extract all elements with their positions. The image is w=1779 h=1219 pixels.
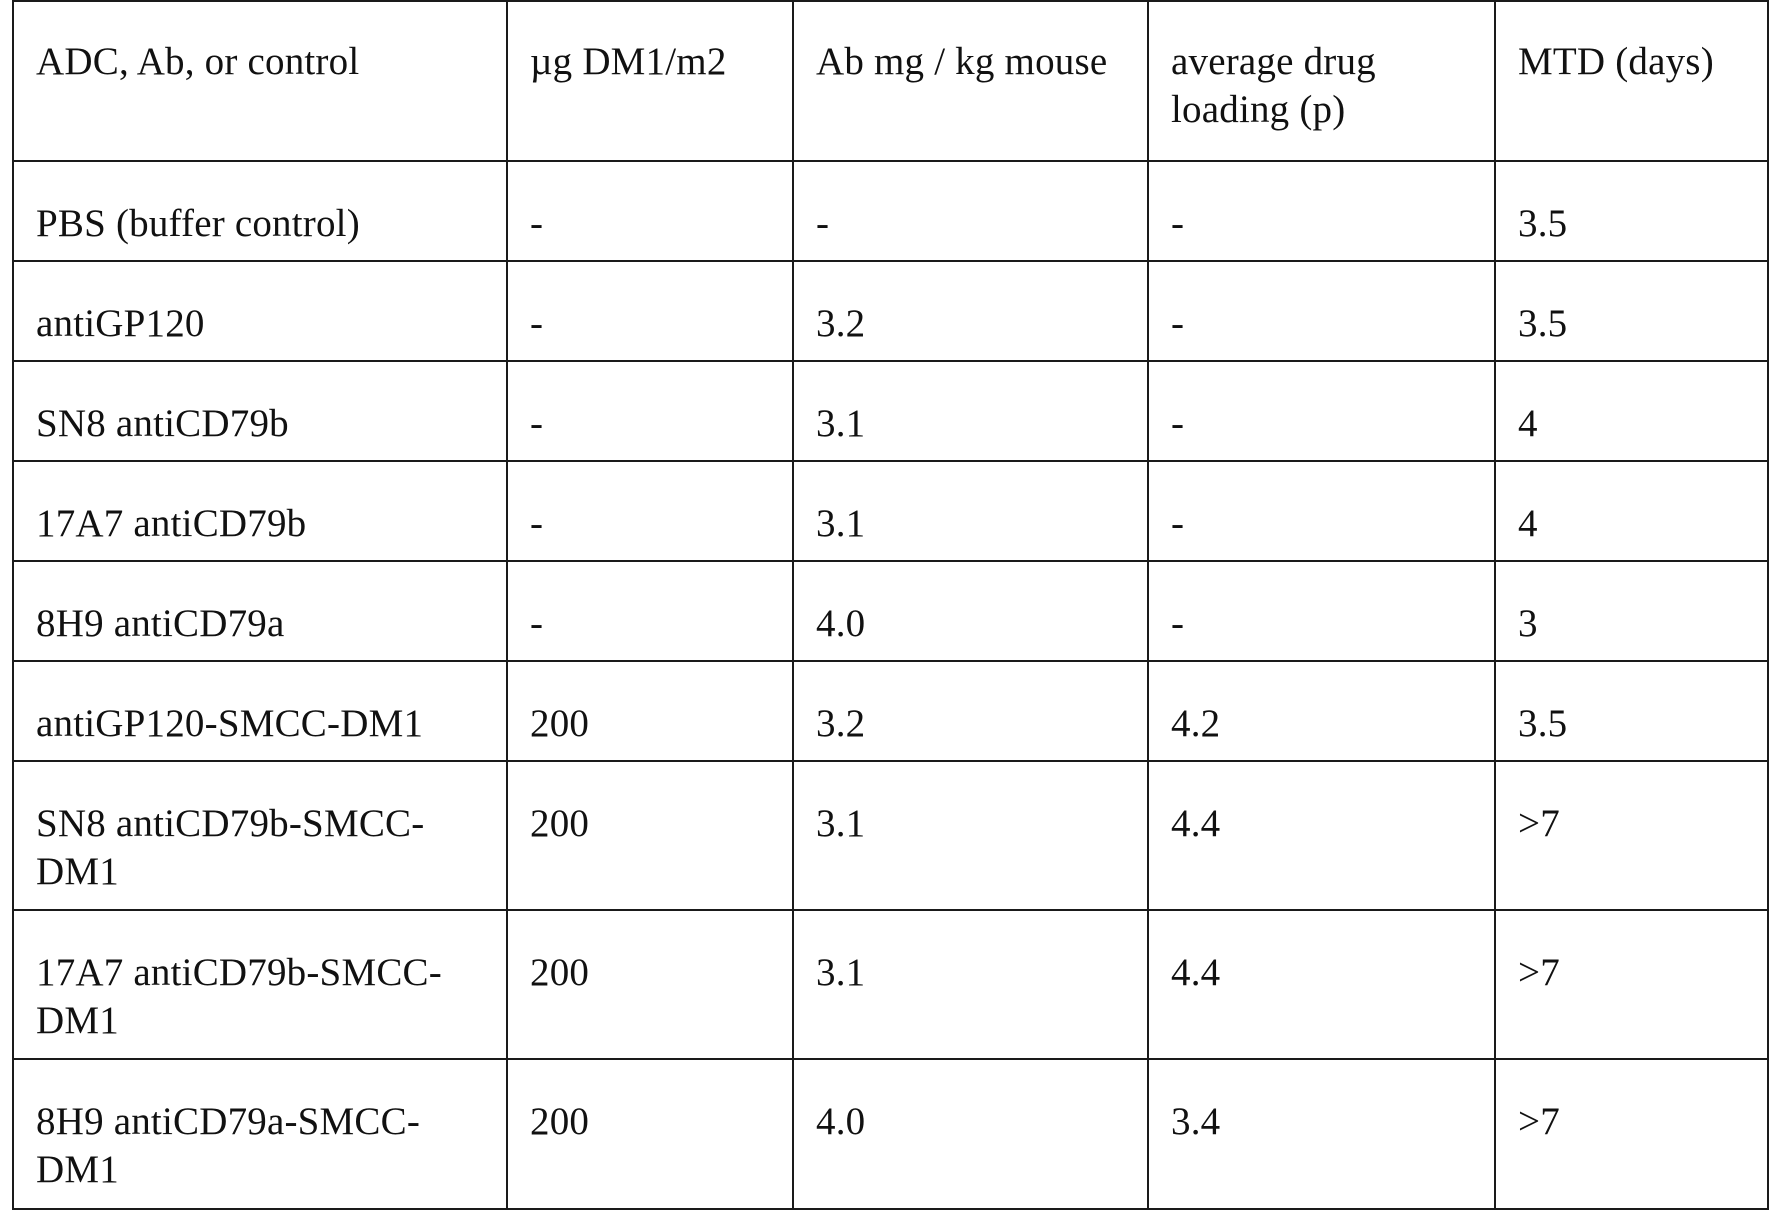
table-cell: PBS (buffer control): [13, 161, 507, 261]
table-row: 8H9 antiCD79a-SMCC-DM1 200 4.0 3.4 >7: [13, 1059, 1768, 1209]
table-row: antiGP120-SMCC-DM1 200 3.2 4.2 3.5: [13, 661, 1768, 761]
table-row: SN8 antiCD79b - 3.1 - 4: [13, 361, 1768, 461]
table-cell: 3.4: [1148, 1059, 1495, 1209]
table-header-row: ADC, Ab, or control µg DM1/m2 Ab mg / kg…: [13, 1, 1768, 161]
header-cell-ab-dose: Ab mg / kg mouse: [793, 1, 1148, 161]
table-cell: 3: [1495, 561, 1768, 661]
table-cell: antiGP120: [13, 261, 507, 361]
table-cell: -: [507, 561, 793, 661]
table-row: 17A7 antiCD79b - 3.1 - 4: [13, 461, 1768, 561]
table-cell: 200: [507, 910, 793, 1059]
table-cell: 17A7 antiCD79b: [13, 461, 507, 561]
table-cell: -: [1148, 161, 1495, 261]
table-cell: -: [1148, 561, 1495, 661]
table-row: antiGP120 - 3.2 - 3.5: [13, 261, 1768, 361]
data-table: ADC, Ab, or control µg DM1/m2 Ab mg / kg…: [12, 0, 1769, 1210]
table-cell: >7: [1495, 910, 1768, 1059]
table-row: 17A7 antiCD79b-SMCC-DM1 200 3.1 4.4 >7: [13, 910, 1768, 1059]
table-cell: 3.1: [793, 910, 1148, 1059]
table-cell: SN8 antiCD79b-SMCC-DM1: [13, 761, 507, 910]
table-cell: 200: [507, 1059, 793, 1209]
table-cell: -: [1148, 261, 1495, 361]
table-cell: 4.2: [1148, 661, 1495, 761]
table-cell: 3.2: [793, 661, 1148, 761]
table-cell: -: [507, 361, 793, 461]
table-cell: >7: [1495, 761, 1768, 910]
table-cell: antiGP120-SMCC-DM1: [13, 661, 507, 761]
header-cell-dm1-dose: µg DM1/m2: [507, 1, 793, 161]
table-cell: 4.0: [793, 561, 1148, 661]
table-cell: 3.1: [793, 361, 1148, 461]
table-cell: >7: [1495, 1059, 1768, 1209]
table-cell: 4: [1495, 361, 1768, 461]
table-cell: -: [1148, 361, 1495, 461]
table-cell: SN8 antiCD79b: [13, 361, 507, 461]
table-row: PBS (buffer control) - - - 3.5: [13, 161, 1768, 261]
table-cell: 200: [507, 761, 793, 910]
table-cell: -: [507, 461, 793, 561]
table-cell: 3.5: [1495, 261, 1768, 361]
table-cell: 17A7 antiCD79b-SMCC-DM1: [13, 910, 507, 1059]
header-cell-drug-loading: average drug loading (p): [1148, 1, 1495, 161]
table-cell: -: [1148, 461, 1495, 561]
header-cell-agent: ADC, Ab, or control: [13, 1, 507, 161]
table-cell: 4.4: [1148, 910, 1495, 1059]
table-cell: -: [507, 261, 793, 361]
table-cell: 3.2: [793, 261, 1148, 361]
table-cell: 4.0: [793, 1059, 1148, 1209]
header-cell-mtd: MTD (days): [1495, 1, 1768, 161]
table-cell: 4.4: [1148, 761, 1495, 910]
table-cell: -: [793, 161, 1148, 261]
table-cell: 200: [507, 661, 793, 761]
table-row: SN8 antiCD79b-SMCC-DM1 200 3.1 4.4 >7: [13, 761, 1768, 910]
table-cell: 3.1: [793, 461, 1148, 561]
table-cell: 8H9 antiCD79a: [13, 561, 507, 661]
table-cell: 3.5: [1495, 661, 1768, 761]
table-row: 8H9 antiCD79a - 4.0 - 3: [13, 561, 1768, 661]
table-cell: 3.5: [1495, 161, 1768, 261]
table-cell: 8H9 antiCD79a-SMCC-DM1: [13, 1059, 507, 1209]
table-cell: 4: [1495, 461, 1768, 561]
table-cell: -: [507, 161, 793, 261]
table-cell: 3.1: [793, 761, 1148, 910]
